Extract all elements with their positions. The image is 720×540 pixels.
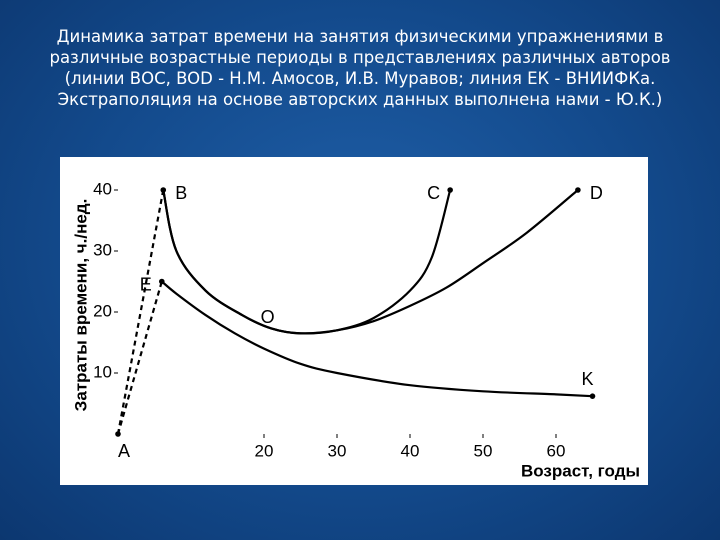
y-tick-label: 20 (93, 301, 112, 320)
point-label: O (261, 307, 275, 327)
point-label: A (118, 441, 130, 461)
title-line: Экстраполяция на основе авторских данных… (57, 90, 663, 109)
point-marker (589, 393, 596, 399)
point-label: B (175, 183, 187, 203)
point-marker (159, 278, 165, 285)
curve (162, 189, 579, 335)
point-marker (447, 187, 453, 193)
y-tick-label: 30 (93, 240, 112, 259)
point-label: K (581, 369, 593, 389)
x-tick-label: 30 (328, 441, 347, 460)
y-axis-label: Затраты времени, ч./нед. (71, 199, 90, 412)
curve (116, 189, 165, 435)
x-tick-label: 50 (474, 441, 493, 460)
x-tick-label: 60 (547, 441, 566, 460)
y-tick-label: 10 (93, 362, 112, 381)
x-tick-label: 20 (255, 441, 274, 460)
point-marker (575, 187, 581, 193)
title-line: (линии ВОС, BOD - Н.М. Амосов, И.В. Мура… (64, 69, 656, 88)
point-label: E (140, 274, 152, 294)
x-axis-label: Возраст, годы (521, 461, 640, 480)
point-label: C (427, 183, 440, 203)
title-line: различные возрастные периоды в представл… (49, 48, 671, 67)
point-marker (160, 187, 167, 193)
title-line: Динамика затрат времени на занятия физич… (56, 27, 664, 46)
point-marker (115, 431, 121, 437)
x-tick-label: 40 (401, 441, 420, 460)
chart-background (60, 157, 648, 485)
y-tick-label: 40 (93, 179, 112, 198)
curve (161, 280, 593, 398)
point-label: D (590, 183, 603, 203)
slide-title: Динамика затрат времени на занятия физич… (30, 26, 690, 110)
curve (116, 281, 163, 435)
